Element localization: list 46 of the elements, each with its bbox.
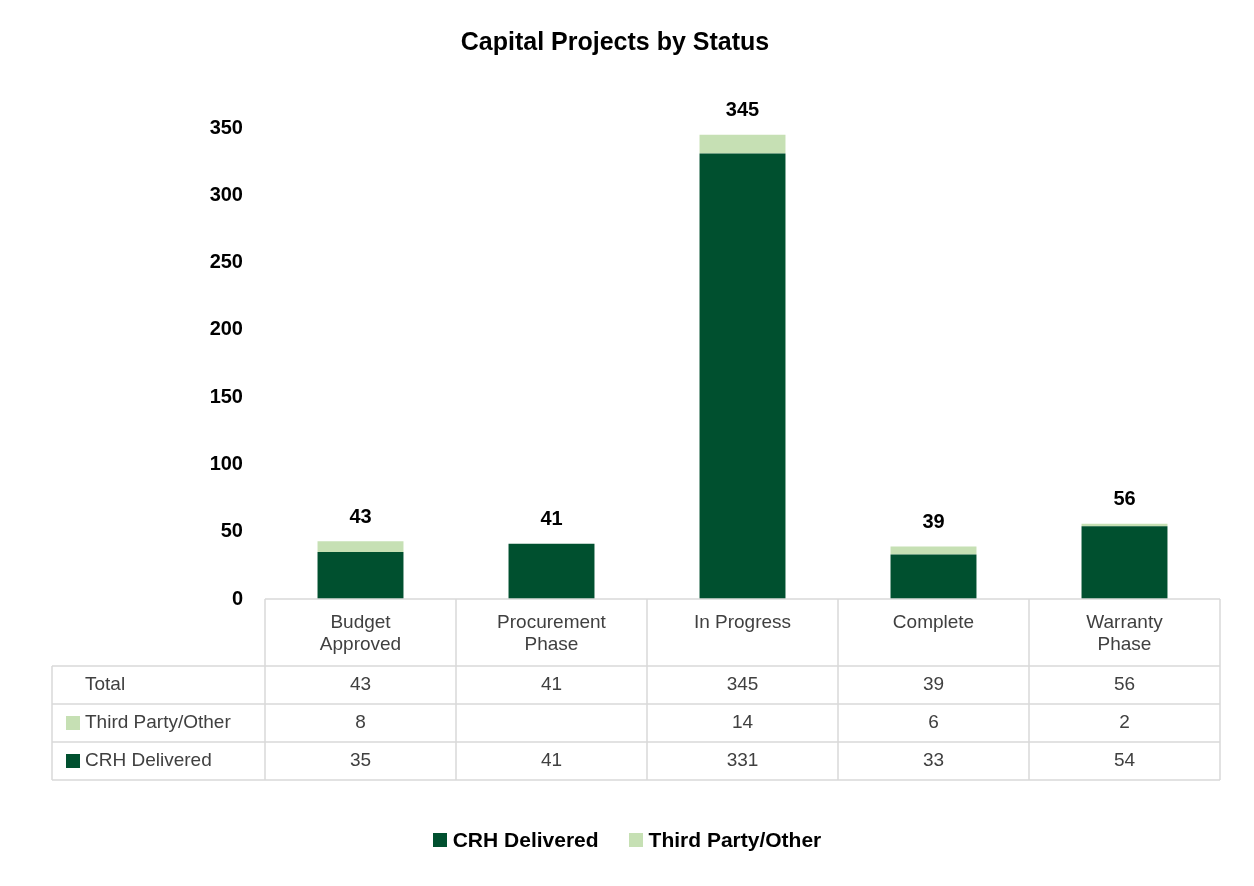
data-label: 14 — [731, 711, 754, 733]
text: 43 — [349, 673, 372, 695]
data-label: 6 — [928, 711, 939, 733]
data-label: 33 — [922, 749, 945, 771]
total-label: 41 — [540, 507, 563, 530]
bar — [699, 153, 786, 599]
y-tick-label: 200 — [209, 317, 243, 340]
bar — [317, 551, 404, 599]
data-label: 331 — [726, 749, 759, 771]
y-tick-label: 100 — [209, 451, 243, 474]
text: 41 — [540, 673, 563, 695]
x-tick-label: Warranty Phase — [1086, 610, 1164, 655]
text: Total — [85, 673, 126, 695]
y-tick-label: 150 — [209, 384, 243, 407]
chart-title: Capital Projects by Status — [460, 26, 770, 55]
legend-label: CRH Delivered — [85, 749, 212, 771]
bar — [890, 546, 977, 555]
data-label: 54 — [1113, 749, 1136, 771]
bar — [508, 543, 595, 599]
data-label: 35 — [349, 749, 372, 771]
text: 345 — [726, 673, 759, 695]
data-label: 8 — [355, 711, 366, 733]
y-tick-label: 50 — [220, 519, 243, 542]
y-tick-label: 300 — [209, 182, 243, 205]
bar — [699, 134, 786, 154]
y-tick-label: 0 — [231, 586, 243, 609]
text: Third Party/Other — [648, 828, 822, 851]
data-label: 41 — [540, 749, 563, 771]
text: 56 — [1113, 673, 1136, 695]
x-tick-label: Procurement Phase — [497, 610, 607, 655]
legend-label: Third Party/Other — [85, 711, 232, 733]
data-label: 2 — [1119, 711, 1130, 733]
x-tick-label: Complete — [892, 610, 975, 632]
bar — [317, 541, 404, 552]
y-tick-label: 350 — [209, 115, 243, 138]
total-label: 345 — [725, 98, 760, 121]
x-tick-label: In Progress — [693, 610, 792, 632]
total-label: 56 — [1113, 487, 1136, 510]
text: CRH Delivered — [452, 828, 599, 851]
text: 39 — [922, 673, 945, 695]
bar — [890, 554, 977, 599]
x-tick-label: Budget Approved — [319, 610, 402, 655]
bar — [1081, 526, 1168, 599]
total-label: 39 — [922, 510, 945, 533]
total-label: 43 — [349, 504, 372, 527]
y-tick-label: 250 — [209, 250, 243, 273]
